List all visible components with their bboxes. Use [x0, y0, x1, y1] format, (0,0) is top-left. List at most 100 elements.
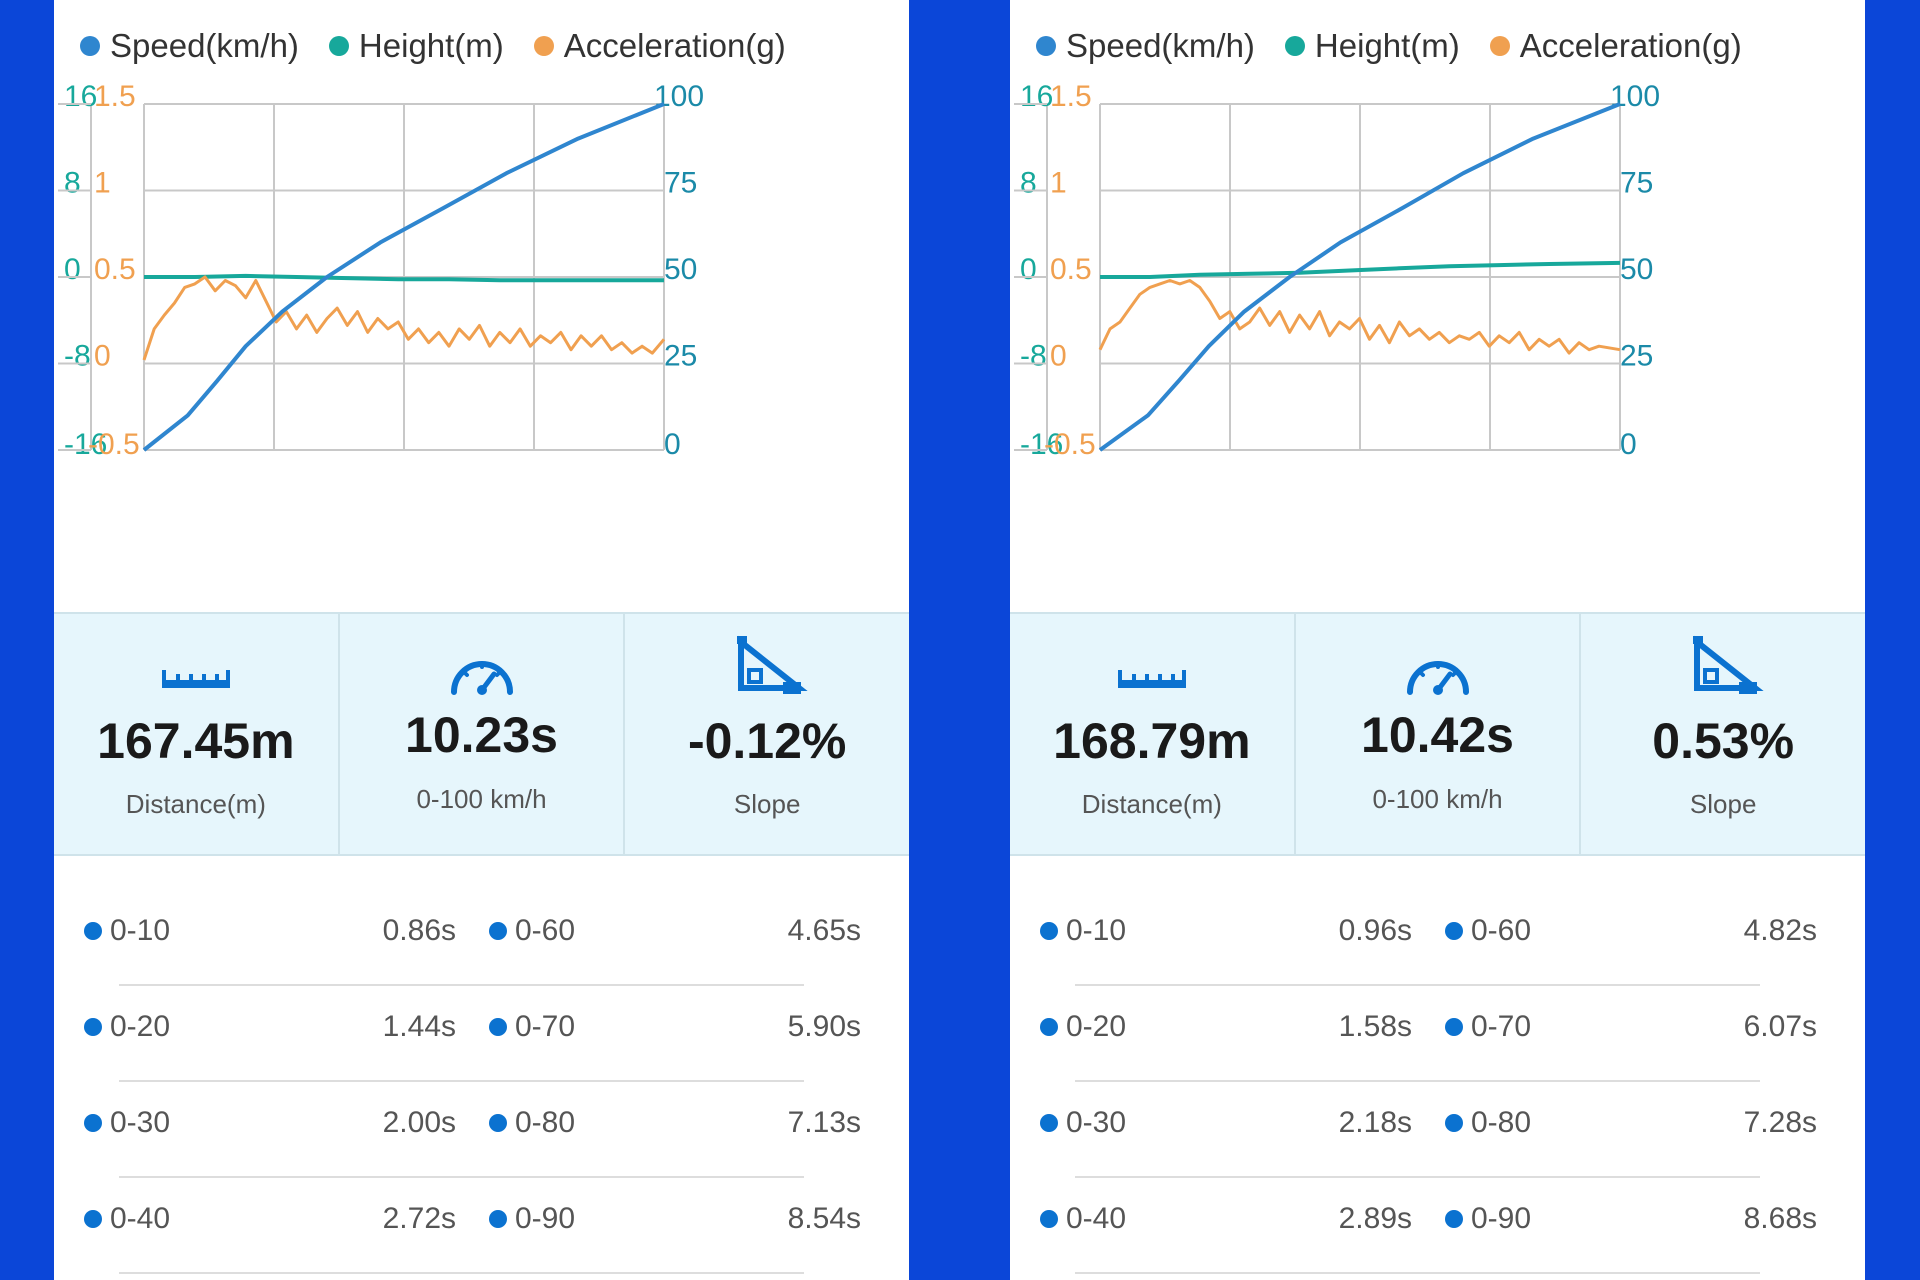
split-range-text: 0-60 — [1471, 914, 1532, 947]
acceleration-series-line — [142, 275, 666, 361]
split-time: 4.82s — [1743, 914, 1817, 947]
result-panel-right: Speed(km/h) Height(m) Acceleration(g) 16… — [1010, 0, 1865, 1280]
zero-to-hundred-label: 0-100 km/h — [416, 784, 547, 814]
result-panel-left: Speed(km/h) Height(m) Acceleration(g) 16… — [54, 0, 909, 1280]
acceleration-series-line — [1098, 279, 1621, 355]
speed-tick-label: 75 — [1620, 167, 1653, 200]
split-time: 0.86s — [382, 914, 456, 947]
split-label: 0-70 — [489, 1010, 575, 1044]
split-label: 0-80 — [489, 1106, 575, 1140]
speed-tick-label: 75 — [664, 167, 697, 200]
acceleration-tick-label: 0 — [1050, 340, 1067, 373]
split-label: 0-60 — [1445, 914, 1531, 948]
acceleration-tick-label: 0.5 — [94, 253, 136, 286]
ruler-icon — [161, 670, 230, 688]
chart-legend: Speed(km/h) Height(m) Acceleration(g) — [80, 24, 786, 68]
split-label: 0-90 — [489, 1202, 575, 1236]
ruler-icon — [1117, 670, 1186, 688]
speed-tick-label: 25 — [664, 340, 697, 373]
split-time: 1.44s — [382, 1010, 456, 1043]
split-row: 0-30 2.18s 0-80 7.28s — [1010, 1082, 1865, 1178]
zero-to-hundred-value: 10.42s — [1361, 707, 1514, 763]
legend-dot-icon — [1036, 36, 1056, 56]
slope-icon — [1693, 635, 1764, 694]
legend-item-height[interactable]: Height(m) — [328, 27, 504, 65]
slope-label: Slope — [1689, 789, 1757, 819]
split-label: 0-60 — [489, 914, 575, 948]
slope-label: Slope — [733, 789, 801, 819]
bullet-dot-icon — [1040, 1018, 1058, 1036]
legend-item-acceleration[interactable]: Acceleration(g) — [533, 27, 786, 65]
split-range-text: 0-20 — [1066, 1010, 1127, 1043]
speedometer-icon — [1406, 661, 1469, 695]
distance-value: 167.45m — [97, 713, 295, 769]
height-series-line — [144, 273, 664, 283]
zero-to-hundred-label: 0-100 km/h — [1372, 784, 1503, 814]
distance-value: 168.79m — [1053, 713, 1251, 769]
split-row: 0-10 0.86s 0-60 4.65s — [54, 890, 909, 986]
legend-item-speed[interactable]: Speed(km/h) — [1036, 27, 1255, 65]
height-tick-label: -8 — [1020, 340, 1047, 373]
split-label: 0-90 — [1445, 1202, 1531, 1236]
split-range-text: 0-10 — [110, 914, 171, 947]
row-divider — [119, 1272, 804, 1274]
split-label: 0-10 — [1040, 914, 1126, 948]
legend-item-height[interactable]: Height(m) — [1284, 27, 1460, 65]
bullet-dot-icon — [1445, 1114, 1463, 1132]
split-range-text: 0-90 — [515, 1202, 576, 1235]
height-tick-label: 0 — [1020, 253, 1037, 286]
bullet-dot-icon — [84, 922, 102, 940]
height-tick-label: -16 — [1020, 428, 1063, 461]
slope-value: -0.12% — [687, 713, 847, 769]
split-row: 0-10 0.96s 0-60 4.82s — [1010, 890, 1865, 986]
split-time: 5.90s — [787, 1010, 861, 1043]
legend-label-speed: Speed(km/h) — [1066, 27, 1255, 64]
legend-item-speed[interactable]: Speed(km/h) — [80, 27, 299, 65]
bullet-dot-icon — [1040, 1114, 1058, 1132]
split-row: 0-30 2.00s 0-80 7.13s — [54, 1082, 909, 1178]
stat-zero-to-hundred: 10.23s 0-100 km/h — [340, 614, 626, 854]
split-label: 0-40 — [1040, 1202, 1126, 1236]
split-label: 0-40 — [84, 1202, 170, 1236]
row-divider — [1075, 1176, 1760, 1178]
acceleration-tick-label: 1.5 — [1050, 80, 1092, 113]
split-time: 2.89s — [1338, 1202, 1412, 1235]
legend-item-acceleration[interactable]: Acceleration(g) — [1489, 27, 1742, 65]
bullet-dot-icon — [84, 1114, 102, 1132]
legend-dot-icon — [80, 36, 100, 56]
slope-icon — [737, 635, 808, 694]
bullet-dot-icon — [1445, 1210, 1463, 1228]
height-series-line — [1100, 260, 1621, 279]
bullet-dot-icon — [489, 922, 507, 940]
split-range-text: 0-70 — [1471, 1010, 1532, 1043]
stats-bar: 168.79m Distance(m) 10.42s 0-100 km/h — [1010, 612, 1865, 856]
row-divider — [119, 984, 804, 986]
legend-label-speed: Speed(km/h) — [110, 27, 299, 64]
speed-series-line — [1098, 102, 1621, 452]
split-time: 2.00s — [382, 1106, 456, 1139]
acceleration-tick-label: 0.5 — [1050, 253, 1092, 286]
split-time: 2.18s — [1338, 1106, 1412, 1139]
height-tick-label: 8 — [64, 167, 81, 200]
split-row: 0-40 2.72s 0-90 8.54s — [54, 1178, 909, 1274]
split-label: 0-20 — [84, 1010, 170, 1044]
speed-tick-label: 50 — [1620, 253, 1653, 286]
height-tick-label: -8 — [64, 340, 91, 373]
chart-legend: Speed(km/h) Height(m) Acceleration(g) — [1036, 24, 1742, 68]
split-label: 0-80 — [1445, 1106, 1531, 1140]
split-row: 0-20 1.44s 0-70 5.90s — [54, 986, 909, 1082]
split-range-text: 0-90 — [1471, 1202, 1532, 1235]
split-label: 0-70 — [1445, 1010, 1531, 1044]
split-row: 0-40 2.89s 0-90 8.68s — [1010, 1178, 1865, 1274]
legend-dot-icon — [533, 36, 554, 56]
acceleration-tick-label: 0 — [94, 340, 111, 373]
speed-tick-label: 25 — [1620, 340, 1653, 373]
zero-to-hundred-value: 10.23s — [405, 707, 558, 763]
distance-label: Distance(m) — [125, 789, 266, 819]
split-time: 8.54s — [787, 1202, 861, 1235]
bullet-dot-icon — [489, 1210, 507, 1228]
bullet-dot-icon — [1445, 1018, 1463, 1036]
split-time: 6.07s — [1743, 1010, 1817, 1043]
bullet-dot-icon — [1040, 1210, 1058, 1228]
